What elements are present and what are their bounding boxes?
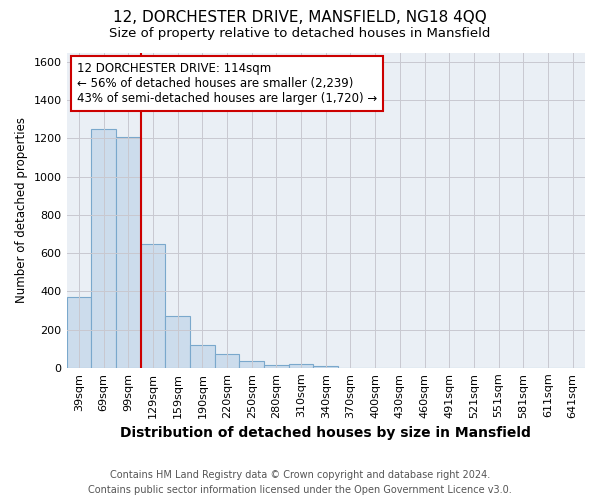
Bar	[116, 136, 140, 368]
Text: 12 DORCHESTER DRIVE: 114sqm
← 56% of detached houses are smaller (2,239)
43% of : 12 DORCHESTER DRIVE: 114sqm ← 56% of det…	[77, 62, 377, 105]
Y-axis label: Number of detached properties: Number of detached properties	[15, 117, 28, 303]
Bar	[289, 364, 313, 368]
Bar	[67, 297, 91, 368]
Text: Size of property relative to detached houses in Mansfield: Size of property relative to detached ho…	[109, 28, 491, 40]
Bar	[239, 361, 264, 368]
Text: Contains HM Land Registry data © Crown copyright and database right 2024.
Contai: Contains HM Land Registry data © Crown c…	[88, 470, 512, 495]
Bar	[215, 354, 239, 368]
Bar	[91, 129, 116, 368]
Bar	[140, 244, 165, 368]
Bar	[190, 345, 215, 368]
Bar	[313, 366, 338, 368]
Bar	[264, 365, 289, 368]
X-axis label: Distribution of detached houses by size in Mansfield: Distribution of detached houses by size …	[121, 426, 531, 440]
Bar	[165, 316, 190, 368]
Text: 12, DORCHESTER DRIVE, MANSFIELD, NG18 4QQ: 12, DORCHESTER DRIVE, MANSFIELD, NG18 4Q…	[113, 10, 487, 25]
